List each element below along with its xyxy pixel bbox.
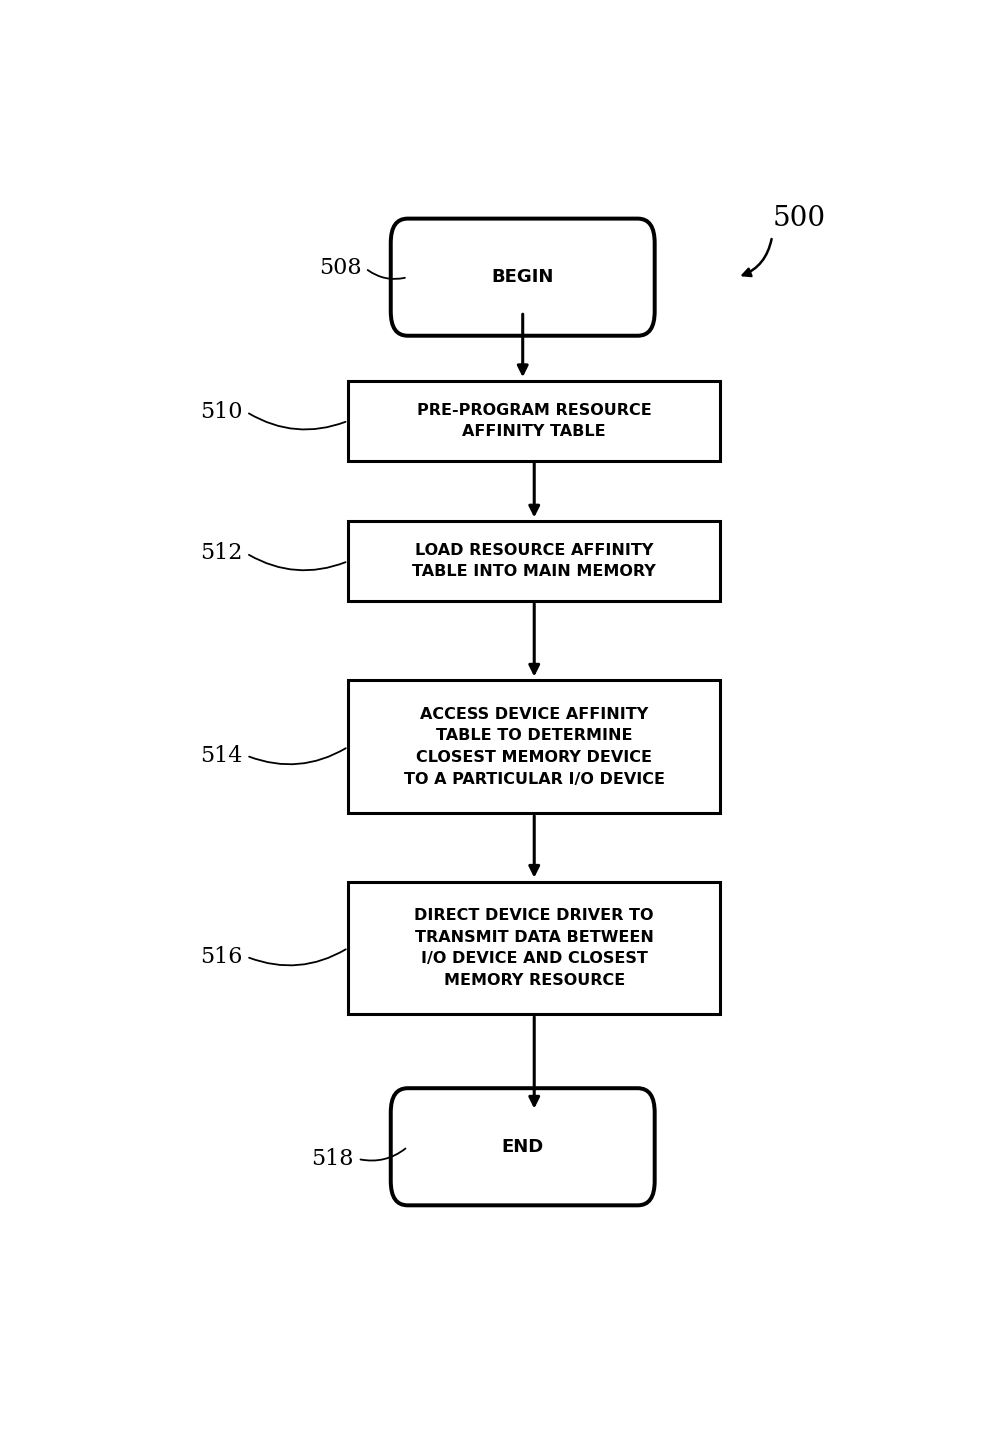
Text: BEGIN: BEGIN: [491, 268, 554, 286]
Text: 516: 516: [200, 946, 243, 967]
Text: 508: 508: [319, 257, 361, 280]
Text: 500: 500: [772, 205, 826, 232]
FancyBboxPatch shape: [391, 1088, 654, 1205]
Text: PRE-PROGRAM RESOURCE
AFFINITY TABLE: PRE-PROGRAM RESOURCE AFFINITY TABLE: [417, 402, 651, 439]
Text: 514: 514: [200, 745, 243, 766]
Bar: [348, 881, 721, 1015]
Text: 518: 518: [312, 1148, 353, 1170]
Text: 510: 510: [200, 400, 243, 423]
Text: ACCESS DEVICE AFFINITY
TABLE TO DETERMINE
CLOSEST MEMORY DEVICE
TO A PARTICULAR : ACCESS DEVICE AFFINITY TABLE TO DETERMIN…: [404, 707, 664, 786]
Text: LOAD RESOURCE AFFINITY
TABLE INTO MAIN MEMORY: LOAD RESOURCE AFFINITY TABLE INTO MAIN M…: [413, 542, 656, 580]
Bar: [348, 382, 721, 461]
Text: 512: 512: [200, 542, 243, 564]
Bar: [348, 680, 721, 814]
Bar: [348, 521, 721, 601]
FancyBboxPatch shape: [391, 218, 654, 336]
Text: DIRECT DEVICE DRIVER TO
TRANSMIT DATA BETWEEN
I/O DEVICE AND CLOSEST
MEMORY RESO: DIRECT DEVICE DRIVER TO TRANSMIT DATA BE…: [415, 908, 654, 987]
Text: END: END: [502, 1138, 544, 1155]
